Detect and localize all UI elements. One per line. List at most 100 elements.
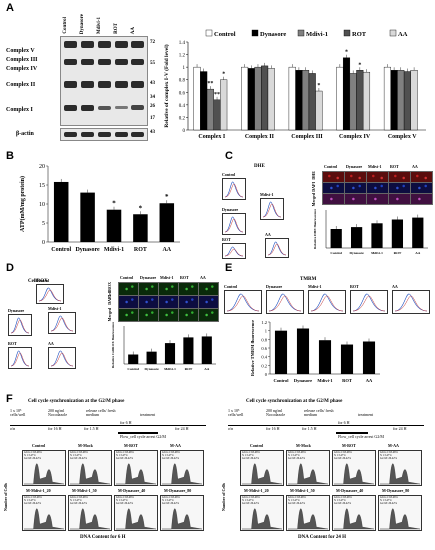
flow-control — [222, 178, 246, 200]
histogram-curve-overlay — [224, 183, 244, 198]
histogram-fill — [288, 508, 329, 530]
complex-i-label: Complex I — [6, 107, 33, 113]
flow-label: Dynasore — [266, 284, 283, 289]
histogram-curve — [38, 287, 62, 302]
x-tick-label: AA — [204, 367, 210, 371]
flow-label: AA — [265, 232, 271, 237]
beta-actin-blot — [60, 128, 148, 141]
y-tick-label: 1 — [265, 329, 267, 334]
histogram-fill — [116, 508, 157, 530]
histogram-curve-overlay — [224, 248, 244, 257]
micrograph — [410, 193, 433, 205]
bar — [254, 66, 262, 131]
histogram-plot — [380, 463, 421, 485]
histogram-curve — [50, 315, 74, 332]
grid-col-label: ROT — [180, 275, 189, 280]
micrograph — [322, 193, 345, 205]
flow-histogram — [262, 201, 282, 218]
duration-1.5h: for 1.5 H — [84, 426, 99, 431]
dna-histogram: G0-G1: 63.46% S: 13.47% G2-M: 20.42% — [286, 450, 330, 486]
histogram-plot — [242, 463, 283, 485]
flow-label: Control — [224, 284, 238, 289]
grid-col-label: Mdivi-1 — [160, 275, 174, 280]
histogram-title: M-Mdivi-1_50 — [72, 488, 97, 493]
significance-mark: * — [345, 50, 348, 56]
complex-ii-label: Complex II — [6, 82, 36, 88]
x-tick-label: ROT — [394, 251, 402, 255]
bar — [261, 65, 269, 131]
histogram-fill — [70, 508, 111, 530]
bar — [390, 70, 398, 131]
y-axis-label: Relative of complex I-V (Fold level) — [163, 44, 170, 127]
histogram-fill — [162, 508, 203, 530]
flow-histogram — [10, 317, 30, 334]
grid-col-label: AA — [412, 164, 418, 169]
micrograph — [158, 295, 179, 309]
bar — [350, 227, 363, 248]
grid-row-label: DAPI — [107, 295, 112, 305]
panel-a-label: A — [6, 2, 14, 14]
treatment-bar — [336, 432, 368, 434]
dhe-chart: Relative DHE fluorescence Control Dynasore… — [313, 209, 428, 255]
bar — [295, 70, 303, 131]
treatment-bar — [118, 432, 158, 434]
dna-histogram: G0-G1: 63.46% S: 13.47% G2-M: 20.42% — [286, 495, 330, 531]
grid-col-label: Control — [120, 275, 134, 280]
significance-mark: * — [165, 193, 169, 201]
flow-label: AA — [48, 341, 54, 346]
x-tick-label: ROT — [342, 378, 352, 383]
flow-label: Mdivi-1 — [260, 192, 274, 197]
histogram-curve — [10, 350, 30, 367]
flow-label: Control — [36, 278, 50, 283]
legend-swatch — [343, 29, 351, 37]
dna-histogram: G0-G1: 63.46% S: 13.47% G2-M: 20.42% — [114, 450, 158, 486]
histogram-fill — [242, 508, 283, 530]
beta-actin-label: β-actin — [16, 131, 34, 137]
panel-e-label: E — [225, 262, 233, 274]
histogram-curve — [394, 293, 428, 312]
panel-f-label: F — [6, 393, 13, 405]
x-tick-label: Dynasore — [145, 367, 160, 371]
flow-histogram — [50, 350, 74, 367]
dna-histogram: G0-G1: 63.46% S: 13.47% G2-M: 20.42% — [68, 495, 112, 531]
phase-stats: G0-G1: 63.46% S: 13.47% G2-M: 20.42% — [380, 451, 398, 460]
bar — [213, 99, 221, 131]
bar — [201, 336, 212, 364]
histogram-curve-overlay — [10, 319, 30, 334]
complex-v-label: Complex V — [6, 48, 35, 54]
significance-mark: * — [222, 72, 225, 78]
significance-mark: ** — [214, 92, 220, 98]
bar — [200, 71, 208, 131]
timeline-title: Cell cycle synchronization at the G2/M p… — [246, 399, 343, 404]
cells-label: 1 x 10⁵ cells/well — [228, 408, 244, 417]
x-tick-label: Dynasore — [350, 251, 365, 255]
flow-aa — [48, 347, 76, 369]
histogram-plot — [24, 463, 65, 485]
flow-dynasore — [222, 213, 246, 235]
tmrm-flow-plots: Control Dynasore Mdivi-1 ROT AA — [222, 284, 432, 314]
treatment-label: treatment — [358, 412, 374, 417]
phase-stats: G0-G1: 63.46% S: 13.47% G2-M: 20.42% — [70, 451, 88, 460]
legend-swatch — [205, 29, 213, 37]
micrograph — [198, 282, 219, 296]
mw-43: 43 — [150, 81, 155, 86]
bar — [412, 217, 424, 248]
bar — [371, 223, 383, 248]
x-tick-label: AA — [415, 251, 421, 255]
bar — [397, 70, 405, 131]
legend-swatch — [297, 29, 305, 37]
cell-cycle-panel: Cell cycle synchronization at the G2/M p… — [0, 395, 435, 550]
x-tick-label: Complex V — [388, 134, 417, 140]
x-tick-label: Complex II — [245, 134, 275, 140]
histogram-fill — [380, 463, 421, 485]
histogram-fill — [334, 463, 375, 485]
treatment-label: treatment — [140, 412, 156, 417]
histogram-title: M-Dynasore_80 — [164, 488, 192, 493]
x-tick-label: Complex III — [291, 134, 323, 140]
grid-row-label: Merged — [311, 193, 316, 207]
tmrm-title: TMRM — [300, 277, 317, 282]
y-tick-label: 20 — [39, 164, 45, 170]
phase-stats: G0-G1: 63.46% S: 13.47% G2-M: 20.42% — [116, 496, 134, 505]
flow-aa — [265, 238, 289, 258]
grid-col-label: Mdivi-1 — [368, 164, 382, 169]
